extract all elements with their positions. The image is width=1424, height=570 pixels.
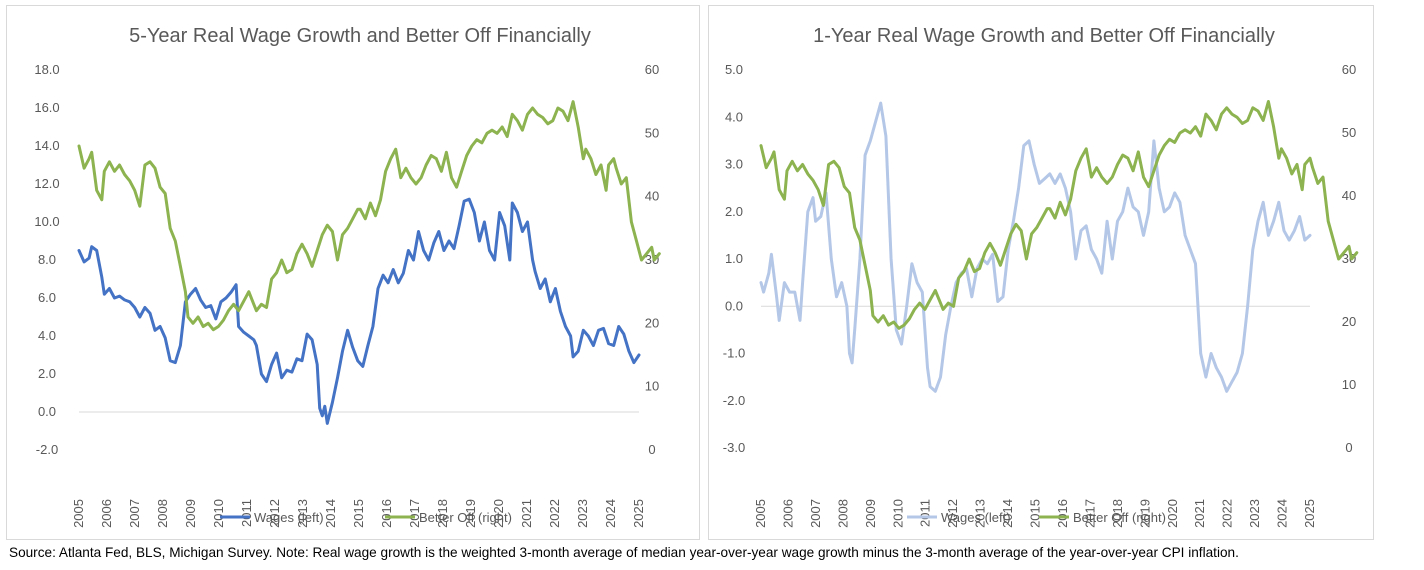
chart-5yr-x-tick-label: 2012: [267, 499, 282, 528]
chart-1yr-x-tick-label: 2007: [808, 499, 823, 528]
chart-1yr-y-left-tick-label: -1.0: [723, 346, 745, 361]
chart-1yr-legend-label-wages: Wages (left): [941, 510, 1011, 525]
chart-1yr-series-line-wages: [759, 101, 1312, 393]
chart-1yr-x-tick-label: 2005: [753, 499, 768, 528]
chart-5yr-x-tick-label: 2008: [155, 499, 170, 528]
chart-1yr-series-line-better-off: [759, 100, 1359, 330]
chart-5yr-y-left-tick-label: 4.0: [38, 328, 56, 343]
chart-5yr-y-left-tick-label: 14.0: [34, 138, 59, 153]
chart-5yr-x-tick-label: 2016: [379, 499, 394, 528]
chart-5yr-y-right-tick-label: 20: [645, 315, 659, 330]
chart-1yr-x-tick-label: 2025: [1302, 499, 1317, 528]
chart-5yr-x-tick-label: 2020: [491, 499, 506, 528]
chart-1yr-y-left-tick-label: 1.0: [725, 251, 743, 266]
chart-5yr-x-tick-label: 2024: [603, 499, 618, 528]
chart-5yr-y-left-tick-label: 12.0: [34, 176, 59, 191]
chart-5yr-x-tick-label: 2013: [295, 499, 310, 528]
chart-5yr-x-tick-label: 2022: [547, 499, 562, 528]
chart-5yr-y-right-tick-label: 10: [645, 379, 659, 394]
chart-5yr-x-tick-label: 2014: [323, 499, 338, 528]
chart-5yr-y-right-tick-label: 30: [645, 252, 659, 267]
chart-1yr-x-tick-label: 2011: [918, 499, 933, 527]
chart-1yr-x-tick-label: 2010: [890, 499, 905, 528]
chart-5yr-x-tick-label: 2011: [239, 499, 254, 527]
chart-1yr-y-right-tick-label: 50: [1342, 125, 1356, 140]
chart-5yr-x-tick-label: 2025: [631, 499, 646, 528]
chart-1yr-x-tick-label: 2014: [1000, 499, 1015, 528]
chart-1yr-y-right-tick-label: 60: [1342, 62, 1356, 77]
chart-5yr-y-right-tick-label: 0: [648, 442, 655, 457]
chart-1yr-x-tick-label: 2017: [1082, 499, 1097, 528]
chart-1yr-x-tick-label: 2020: [1165, 499, 1180, 528]
chart-5yr-x-tick-label: 2019: [463, 499, 478, 528]
chart-1yr-y-right-tick-label: 20: [1342, 314, 1356, 329]
chart-5yr-y-left-tick-label: 2.0: [38, 366, 56, 381]
chart-1yr-x-tick-label: 2024: [1275, 499, 1290, 528]
chart-5yr-y-left-tick-label: 0.0: [38, 404, 56, 419]
chart-5yr-legend-label-wages: Wages (left): [254, 510, 324, 525]
chart-1yr-x-tick-label: 2021: [1192, 499, 1207, 528]
chart-1yr-x-tick-label: 2013: [973, 499, 988, 528]
chart-1yr-y-left-tick-label: 3.0: [725, 157, 743, 172]
chart-1yr-x-tick-label: 2016: [1055, 499, 1070, 528]
chart-1yr-x-tick-label: 2012: [945, 499, 960, 528]
chart-1yr-svg: 1-Year Real Wage Growth and Better Off F…: [723, 25, 1359, 528]
chart-5yr-x-tick-label: 2015: [351, 499, 366, 528]
chart-1yr-x-tick-label: 2023: [1247, 499, 1262, 528]
chart-5yr-y-left-tick-label: 8.0: [38, 252, 56, 267]
chart-5yr-svg: 5-Year Real Wage Growth and Better Off F…: [34, 25, 661, 528]
chart-1yr-x-tick-label: 2022: [1220, 499, 1235, 528]
chart-5yr-x-tick-label: 2017: [407, 499, 422, 528]
chart-5yr-x-tick-label: 2009: [183, 499, 198, 528]
chart-1yr-y-left-tick-label: 4.0: [725, 109, 743, 124]
chart-5yr-x-tick-label: 2006: [99, 499, 114, 528]
chart-5yr-y-right-tick-label: 60: [645, 62, 659, 77]
chart-1yr-x-tick-label: 2006: [780, 499, 795, 528]
chart-5yr-x-tick-label: 2007: [127, 499, 142, 528]
chart-1yr-y-right-tick-label: 0: [1345, 440, 1352, 455]
chart-5yr-title: 5-Year Real Wage Growth and Better Off F…: [129, 25, 591, 47]
chart-1yr-title: 1-Year Real Wage Growth and Better Off F…: [813, 25, 1275, 47]
chart-1yr-x-tick-label: 2009: [863, 499, 878, 528]
chart-5yr-y-left-tick-label: 6.0: [38, 290, 56, 305]
chart-1yr-x-tick-label: 2018: [1110, 499, 1125, 528]
chart-5yr-y-left-tick-label: 10.0: [34, 214, 59, 229]
chart-5yr-x-tick-label: 2021: [519, 499, 534, 528]
chart-1yr-y-left-tick-label: 0.0: [725, 298, 743, 313]
chart-5yr-x-tick-label: 2005: [71, 499, 86, 528]
chart-5yr-y-left-tick-label: 16.0: [34, 100, 59, 115]
chart-5yr-x-tick-label: 2010: [211, 499, 226, 528]
chart-1yr-y-right-tick-label: 40: [1342, 188, 1356, 203]
chart-1yr-x-tick-label: 2019: [1137, 499, 1152, 528]
chart-1yr-y-left-tick-label: 5.0: [725, 62, 743, 77]
chart-1yr-x-tick-label: 2015: [1028, 499, 1043, 528]
chart-5yr-y-right-tick-label: 50: [645, 125, 659, 140]
chart-1yr-y-left-tick-label: 2.0: [725, 204, 743, 219]
chart-panel-5yr: 5-Year Real Wage Growth and Better Off F…: [6, 5, 700, 540]
chart-1yr-y-left-tick-label: -2.0: [723, 393, 745, 408]
chart-5yr-x-tick-label: 2023: [575, 499, 590, 528]
chart-1yr-legend-label-better-off: Better Off (right): [1073, 510, 1166, 525]
chart-5yr-legend-label-better-off: Better Off (right): [419, 510, 512, 525]
chart-panel-1yr: 1-Year Real Wage Growth and Better Off F…: [708, 5, 1374, 540]
chart-5yr-series-line-wages: [77, 197, 641, 425]
chart-5yr-series-line-better-off: [77, 100, 661, 332]
chart-5yr-x-tick-label: 2018: [435, 499, 450, 528]
chart-5yr-y-right-tick-label: 40: [645, 189, 659, 204]
chart-5yr-y-left-tick-label: 18.0: [34, 62, 59, 77]
chart-5yr-y-left-tick-label: -2.0: [36, 442, 58, 457]
source-note: Source: Atlanta Fed, BLS, Michigan Surve…: [9, 545, 1239, 560]
chart-1yr-y-right-tick-label: 30: [1342, 251, 1356, 266]
chart-1yr-y-right-tick-label: 10: [1342, 377, 1356, 392]
chart-1yr-x-tick-label: 2008: [835, 499, 850, 528]
chart-1yr-y-left-tick-label: -3.0: [723, 440, 745, 455]
